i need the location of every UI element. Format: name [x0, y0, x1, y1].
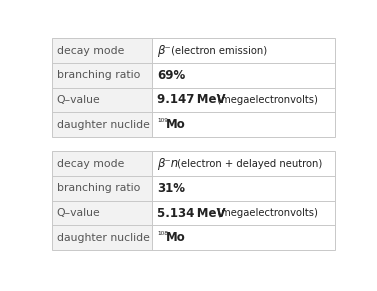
- Bar: [52, 151, 335, 250]
- Text: 31%: 31%: [157, 182, 185, 195]
- Text: daughter nuclide: daughter nuclide: [57, 120, 150, 129]
- Bar: [152, 112, 335, 137]
- Bar: [152, 88, 335, 112]
- Bar: [52, 88, 152, 112]
- Text: (electron emission): (electron emission): [168, 46, 267, 56]
- Text: Mo: Mo: [166, 118, 185, 131]
- Text: ¹⁰⁸: ¹⁰⁸: [157, 231, 168, 240]
- Text: (electron + delayed neutron): (electron + delayed neutron): [174, 159, 322, 169]
- Bar: [52, 112, 152, 137]
- Bar: [52, 176, 152, 201]
- Bar: [152, 225, 335, 250]
- Text: Q–value: Q–value: [57, 208, 101, 218]
- Bar: [52, 201, 152, 225]
- Text: (megaelectronvolts): (megaelectronvolts): [211, 208, 317, 218]
- Text: β⁻n: β⁻n: [157, 157, 179, 170]
- Bar: [152, 176, 335, 201]
- Text: decay mode: decay mode: [57, 159, 124, 169]
- Text: β⁻: β⁻: [157, 44, 171, 57]
- Text: (megaelectronvolts): (megaelectronvolts): [211, 95, 317, 105]
- Bar: [152, 63, 335, 88]
- Text: 5.134 MeV: 5.134 MeV: [157, 207, 226, 219]
- Text: Q–value: Q–value: [57, 95, 101, 105]
- Bar: [152, 38, 335, 63]
- Text: branching ratio: branching ratio: [57, 183, 140, 194]
- Text: 69%: 69%: [157, 69, 185, 82]
- Bar: [52, 225, 152, 250]
- Text: decay mode: decay mode: [57, 46, 124, 56]
- Bar: [52, 151, 152, 176]
- Bar: [52, 38, 152, 63]
- Text: Mo: Mo: [166, 231, 185, 244]
- Text: 9.147 MeV: 9.147 MeV: [157, 93, 226, 107]
- Text: branching ratio: branching ratio: [57, 70, 140, 80]
- Text: ¹⁰⁹: ¹⁰⁹: [157, 118, 168, 127]
- Bar: [152, 151, 335, 176]
- Bar: [152, 201, 335, 225]
- Bar: [52, 63, 152, 88]
- Text: daughter nuclide: daughter nuclide: [57, 233, 150, 243]
- Bar: [52, 38, 335, 137]
